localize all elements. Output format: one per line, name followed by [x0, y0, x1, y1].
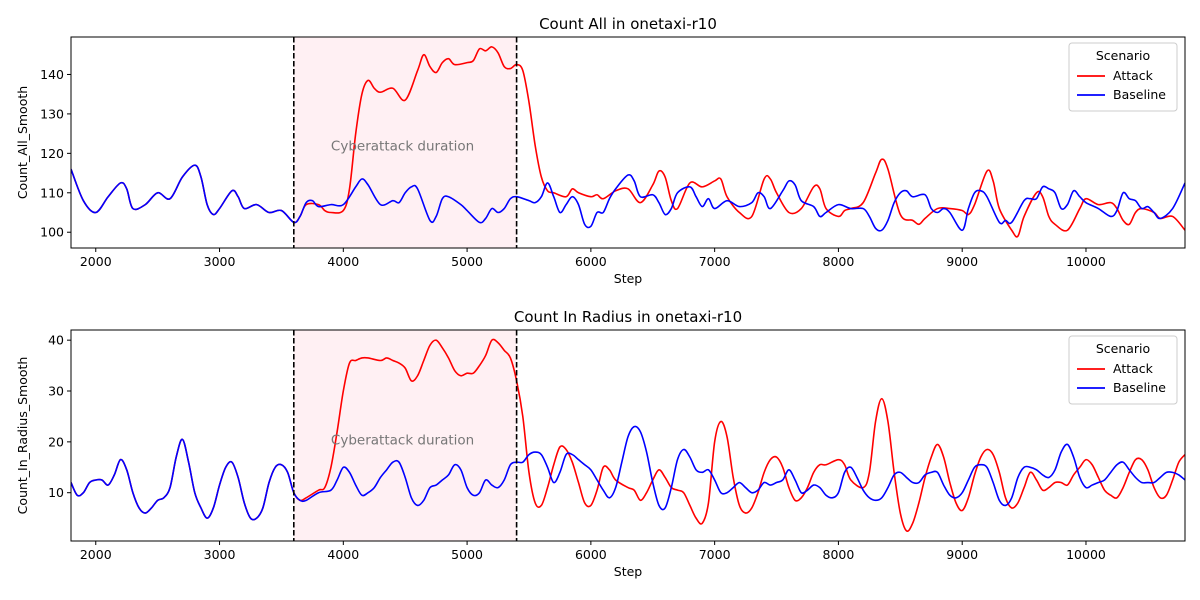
series-line-baseline	[71, 164, 1185, 232]
series-line-baseline	[71, 425, 1185, 521]
series-lines	[71, 46, 1185, 238]
x-tick-label: 3000	[204, 547, 236, 562]
x-tick-label: 5000	[451, 254, 483, 269]
legend-box	[1068, 335, 1178, 405]
y-tick-label: 30	[48, 384, 64, 399]
y-axis-label: Count_In_Radius_Smooth	[15, 357, 30, 515]
x-tick-label: 6000	[575, 547, 607, 562]
legend-title: Scenario	[1096, 341, 1150, 356]
x-tick-label: 4000	[327, 547, 359, 562]
x-tick-label: 9000	[946, 254, 978, 269]
y-axis-label: Count_All_Smooth	[15, 86, 30, 199]
axes-frame	[70, 36, 1186, 249]
x-tick-label: 2000	[80, 547, 112, 562]
x-axis-label: Step	[614, 564, 643, 579]
x-tick-label: 10000	[1066, 547, 1106, 562]
y-tick-label: 130	[40, 106, 64, 121]
x-tick-label: 3000	[204, 254, 236, 269]
legend-entry-baseline: Baseline	[1113, 87, 1166, 102]
y-tick-label: 100	[40, 225, 64, 240]
x-tick-label: 7000	[699, 547, 731, 562]
legend: Scenario Attack Baseline	[1068, 335, 1178, 405]
x-tick-label: 8000	[823, 547, 855, 562]
x-tick-label: 4000	[327, 254, 359, 269]
x-tick-label: 6000	[575, 254, 607, 269]
legend-entry-baseline: Baseline	[1113, 380, 1166, 395]
chart-panel-2: Cyberattack duration 2000 3000 4000 5000 6000…	[15, 308, 1186, 579]
y-tick-label: 110	[40, 185, 64, 200]
y-tick-label: 20	[48, 434, 64, 449]
annotation-label: Cyberattack duration	[331, 432, 474, 448]
legend: Scenario Attack Baseline	[1068, 42, 1178, 112]
x-axis-label: Step	[614, 271, 643, 286]
x-tick-label: 9000	[946, 547, 978, 562]
chart-title: Count All in onetaxi-r10	[539, 15, 717, 33]
y-tick-label: 120	[40, 146, 64, 161]
chart-panel-1: Cyberattack duration 2000 3000 4000 5000 6000…	[15, 15, 1186, 286]
y-tick-label: 40	[48, 333, 64, 348]
annotation-label: Cyberattack duration	[331, 138, 474, 154]
legend-box	[1068, 42, 1178, 112]
axes-frame	[70, 329, 1186, 542]
x-tick-label: 7000	[699, 254, 731, 269]
chart-title: Count In Radius in onetaxi-r10	[514, 308, 742, 326]
x-tick-label: 8000	[823, 254, 855, 269]
series-lines	[71, 338, 1185, 532]
x-tick-label: 10000	[1066, 254, 1106, 269]
y-tick-label: 140	[40, 67, 64, 82]
legend-entry-attack: Attack	[1113, 68, 1154, 83]
legend-entry-attack: Attack	[1113, 361, 1154, 376]
legend-title: Scenario	[1096, 48, 1150, 63]
y-tick-label: 10	[48, 485, 64, 500]
x-tick-label: 2000	[80, 254, 112, 269]
series-line-attack	[71, 46, 1185, 238]
x-tick-label: 5000	[451, 547, 483, 562]
